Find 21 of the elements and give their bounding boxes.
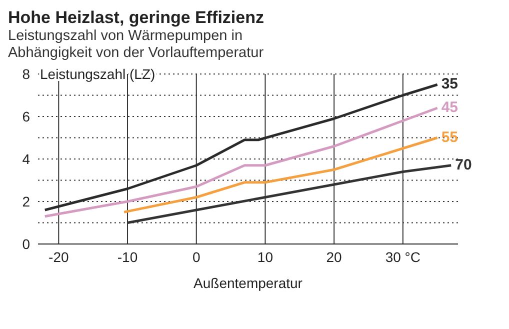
- x-tick-label: -20: [48, 248, 69, 265]
- x-tick-label: 0: [192, 248, 200, 265]
- series-label: 70: [455, 156, 472, 174]
- y-tick-label: 0: [22, 236, 30, 252]
- series-label: 55: [441, 128, 458, 146]
- series-label: 45: [441, 99, 458, 116]
- x-tick-label: -10: [117, 248, 138, 265]
- x-tick-label: 20: [326, 248, 342, 265]
- y-axis-title: Leistungszahl (LZ): [40, 66, 156, 82]
- chart-subtitle: Leistungszahl von Wärmepumpen in Abhängigkeit von der Vorlauftemperatur: [8, 28, 265, 62]
- chart-title: Hohe Heizlast, geringe Effizienz: [8, 8, 265, 28]
- y-tick-label: 8: [22, 66, 30, 82]
- series-label: 35: [441, 76, 458, 93]
- line-series: [44, 106, 439, 218]
- line-series: [122, 136, 439, 214]
- x-axis-title: Außentemperatur: [194, 275, 303, 291]
- y-tick-label: 4: [22, 150, 30, 167]
- x-tick-label: 30 °C: [385, 248, 421, 265]
- x-tick-label: 10: [257, 248, 274, 265]
- y-tick-label: 6: [22, 108, 30, 124]
- y-tick-label: 2: [22, 193, 30, 210]
